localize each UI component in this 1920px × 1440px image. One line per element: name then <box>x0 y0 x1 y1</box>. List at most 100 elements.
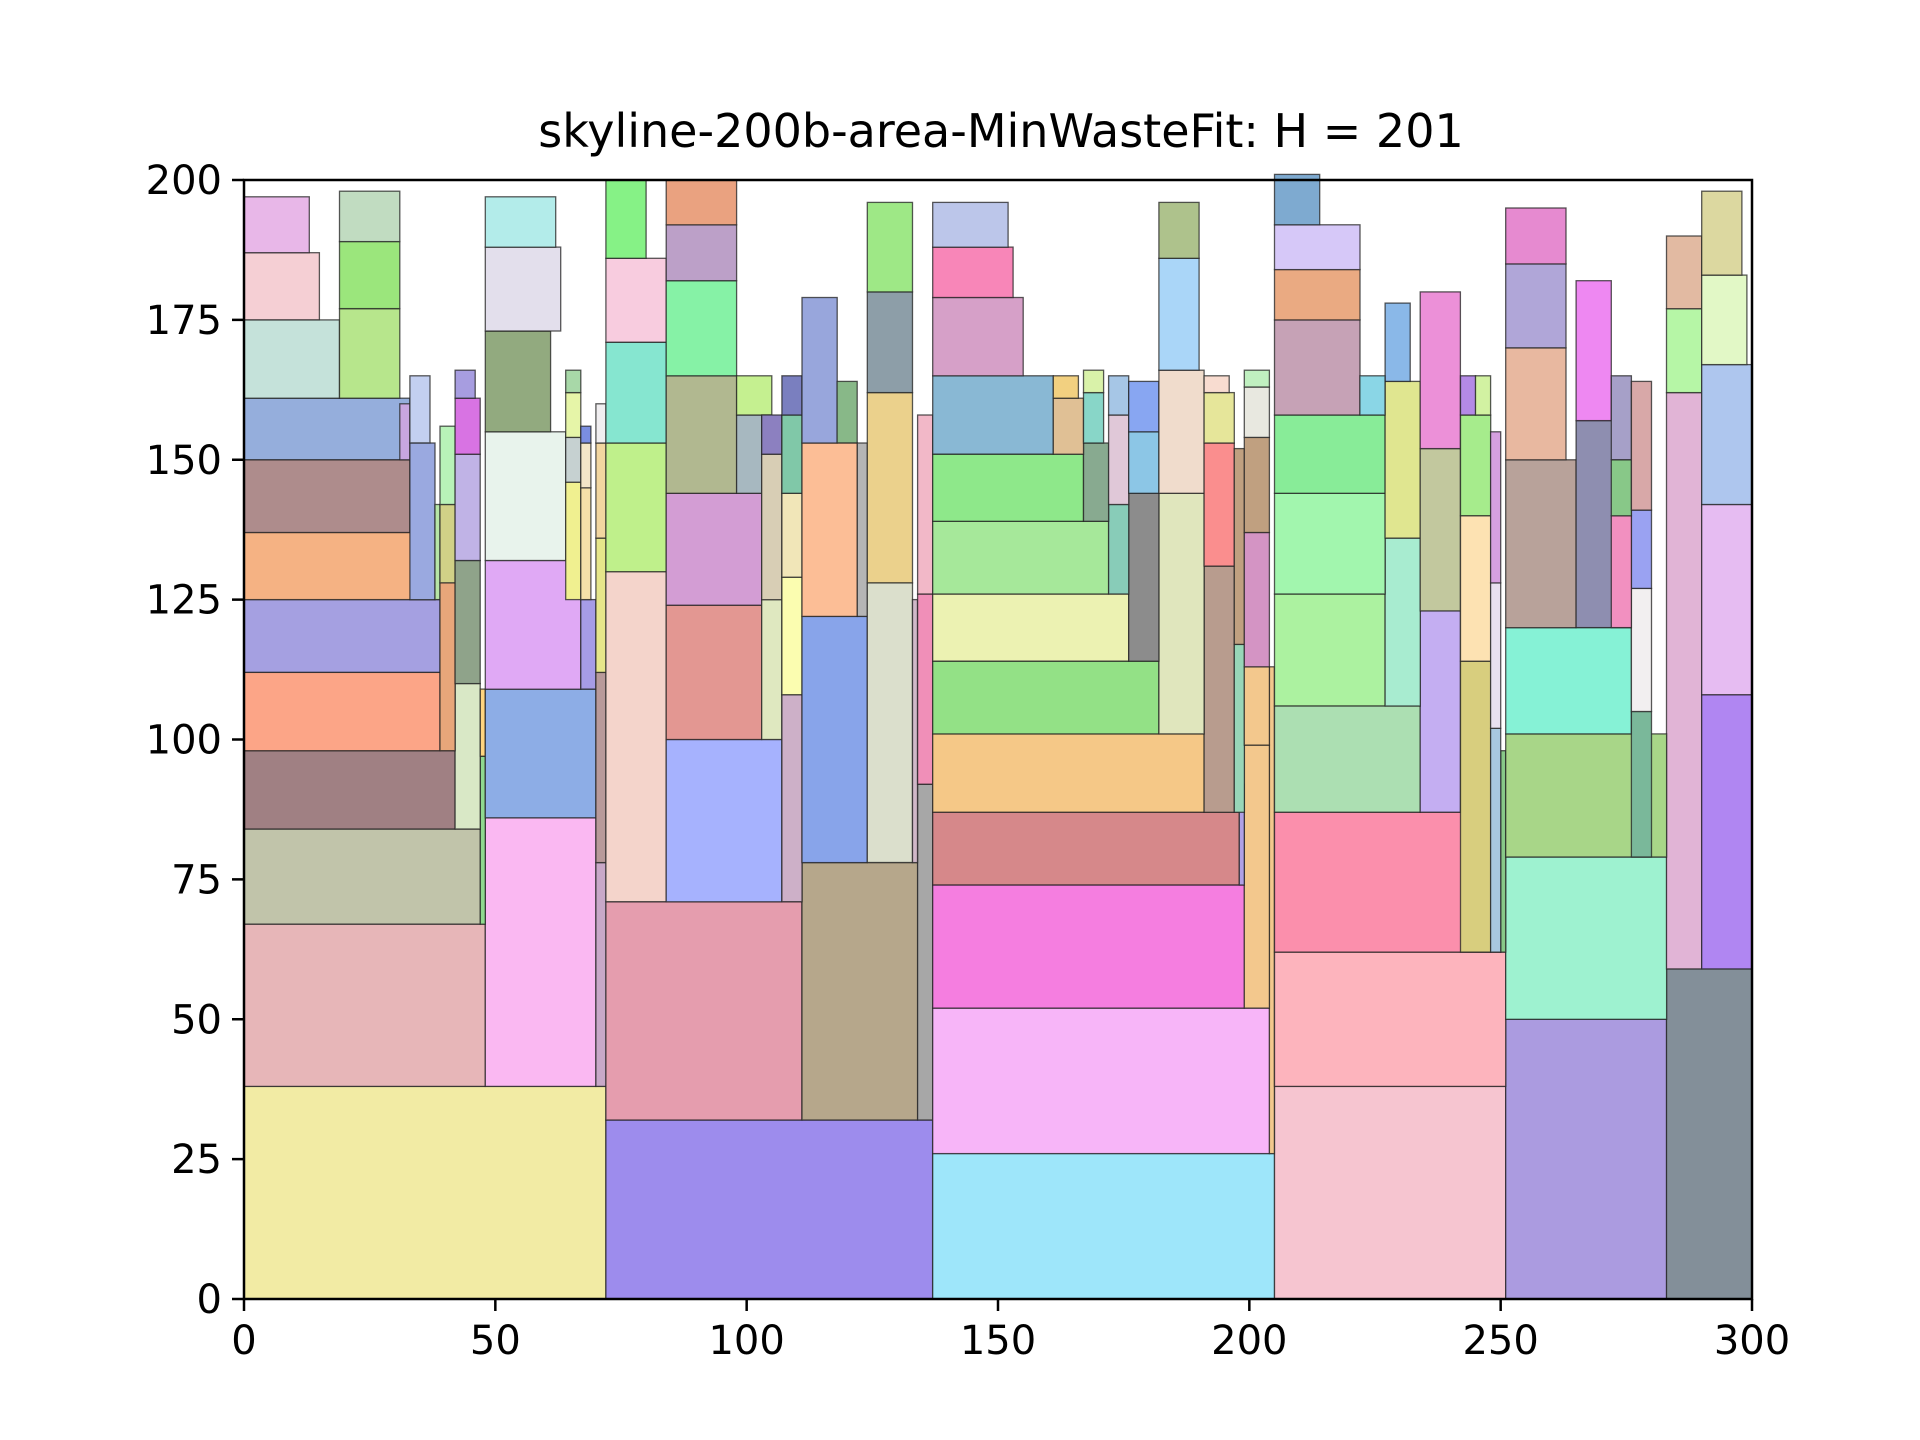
packed-rect <box>1505 263 1567 349</box>
packed-rect <box>781 576 803 696</box>
packed-rect <box>932 375 1054 455</box>
packed-rect <box>243 397 411 461</box>
packed-rect <box>1701 274 1748 366</box>
packed-rect <box>243 196 310 254</box>
packed-rect <box>1701 363 1753 506</box>
packed-rect <box>1701 694 1753 970</box>
packed-rect <box>1128 492 1160 662</box>
packed-rect <box>243 598 441 673</box>
packed-rect <box>1273 319 1361 416</box>
packed-rect <box>932 296 1024 377</box>
packed-rect <box>1203 565 1235 813</box>
x-tick-label: 300 <box>1714 1318 1790 1364</box>
packed-rect <box>454 453 481 562</box>
packed-rect <box>434 503 441 601</box>
packed-rect <box>1419 610 1462 813</box>
packed-rect <box>439 503 456 584</box>
packed-rect <box>605 179 647 259</box>
packed-rect <box>439 582 456 752</box>
packed-rect <box>565 436 582 483</box>
packed-rect <box>595 537 607 674</box>
packed-rect <box>1665 391 1703 970</box>
packed-rect <box>1459 375 1477 416</box>
packed-rect <box>932 733 1205 813</box>
packed-rect <box>801 296 838 444</box>
packed-rect <box>1052 397 1085 455</box>
packed-rect <box>836 380 858 444</box>
packed-rect <box>1243 386 1271 439</box>
packed-rect <box>932 520 1110 595</box>
packed-rect <box>761 598 783 741</box>
packed-rect <box>1128 380 1160 433</box>
packed-rect <box>484 688 597 819</box>
packed-rect <box>243 671 441 752</box>
packed-rect <box>932 593 1130 662</box>
packed-rect <box>1419 447 1462 612</box>
y-tick-label: 50 <box>171 997 222 1043</box>
packed-rect <box>1273 173 1321 226</box>
packed-rect <box>1359 375 1386 416</box>
x-tick-label: 50 <box>470 1318 521 1364</box>
packed-rect <box>1665 308 1703 394</box>
packed-rect <box>1243 666 1271 746</box>
packed-rect <box>1665 235 1703 310</box>
packed-rect <box>1505 347 1567 461</box>
packed-rect <box>1243 744 1271 1009</box>
packed-rect <box>580 425 592 444</box>
packed-rect <box>1419 291 1462 450</box>
packed-rect <box>243 828 481 925</box>
y-tick-label: 125 <box>146 578 222 624</box>
packed-rect <box>1203 375 1230 394</box>
packed-rect <box>479 755 486 925</box>
packed-rect <box>605 341 667 444</box>
packed-rect <box>1052 375 1080 399</box>
packed-rect <box>565 481 582 601</box>
packed-rect <box>932 1007 1271 1155</box>
packed-rect <box>916 783 934 1121</box>
packed-rect <box>932 811 1240 886</box>
packed-rect <box>454 682 481 830</box>
y-tick-label: 25 <box>171 1137 222 1183</box>
packed-rect <box>1107 503 1130 595</box>
packed-rect <box>761 414 783 455</box>
packed-rect <box>1500 750 1507 953</box>
packed-rect <box>565 369 582 394</box>
packed-rect <box>866 391 914 584</box>
packed-rect <box>1384 380 1421 539</box>
packed-rect <box>761 453 783 601</box>
packed-rect <box>595 403 607 444</box>
packed-rect <box>735 375 773 416</box>
packed-rect <box>911 598 919 864</box>
x-tick-label: 100 <box>708 1318 784 1364</box>
packed-rect <box>932 201 1009 248</box>
packed-rect <box>1243 436 1271 534</box>
packed-rect <box>484 246 562 332</box>
y-tick-label: 0 <box>197 1277 222 1323</box>
packed-rect <box>1630 380 1653 511</box>
packed-rect <box>1203 442 1235 567</box>
packed-rect <box>484 196 557 248</box>
packed-rect <box>1158 201 1200 259</box>
packed-rect <box>1610 375 1633 461</box>
packed-rect <box>856 442 869 618</box>
packed-rect <box>605 901 803 1121</box>
packed-rect <box>605 1119 934 1300</box>
packed-rect <box>1082 391 1105 444</box>
packed-rect <box>1489 582 1502 729</box>
packed-rect <box>866 582 914 864</box>
y-tick-label: 100 <box>146 718 222 764</box>
packed-rect <box>1243 369 1271 388</box>
packed-rect <box>338 308 401 399</box>
packed-rect <box>801 861 919 1121</box>
packed-rect <box>1505 207 1567 265</box>
packed-rect <box>1203 391 1235 444</box>
packed-rect <box>1273 951 1507 1088</box>
x-tick-label: 250 <box>1462 1318 1538 1364</box>
packed-rect <box>1128 431 1160 494</box>
packed-rect <box>1384 302 1411 383</box>
packed-rect <box>1158 369 1205 494</box>
packed-rect <box>1273 492 1386 595</box>
packed-rect <box>1273 224 1361 271</box>
packed-rect <box>665 224 738 282</box>
x-tick-label: 200 <box>1211 1318 1287 1364</box>
